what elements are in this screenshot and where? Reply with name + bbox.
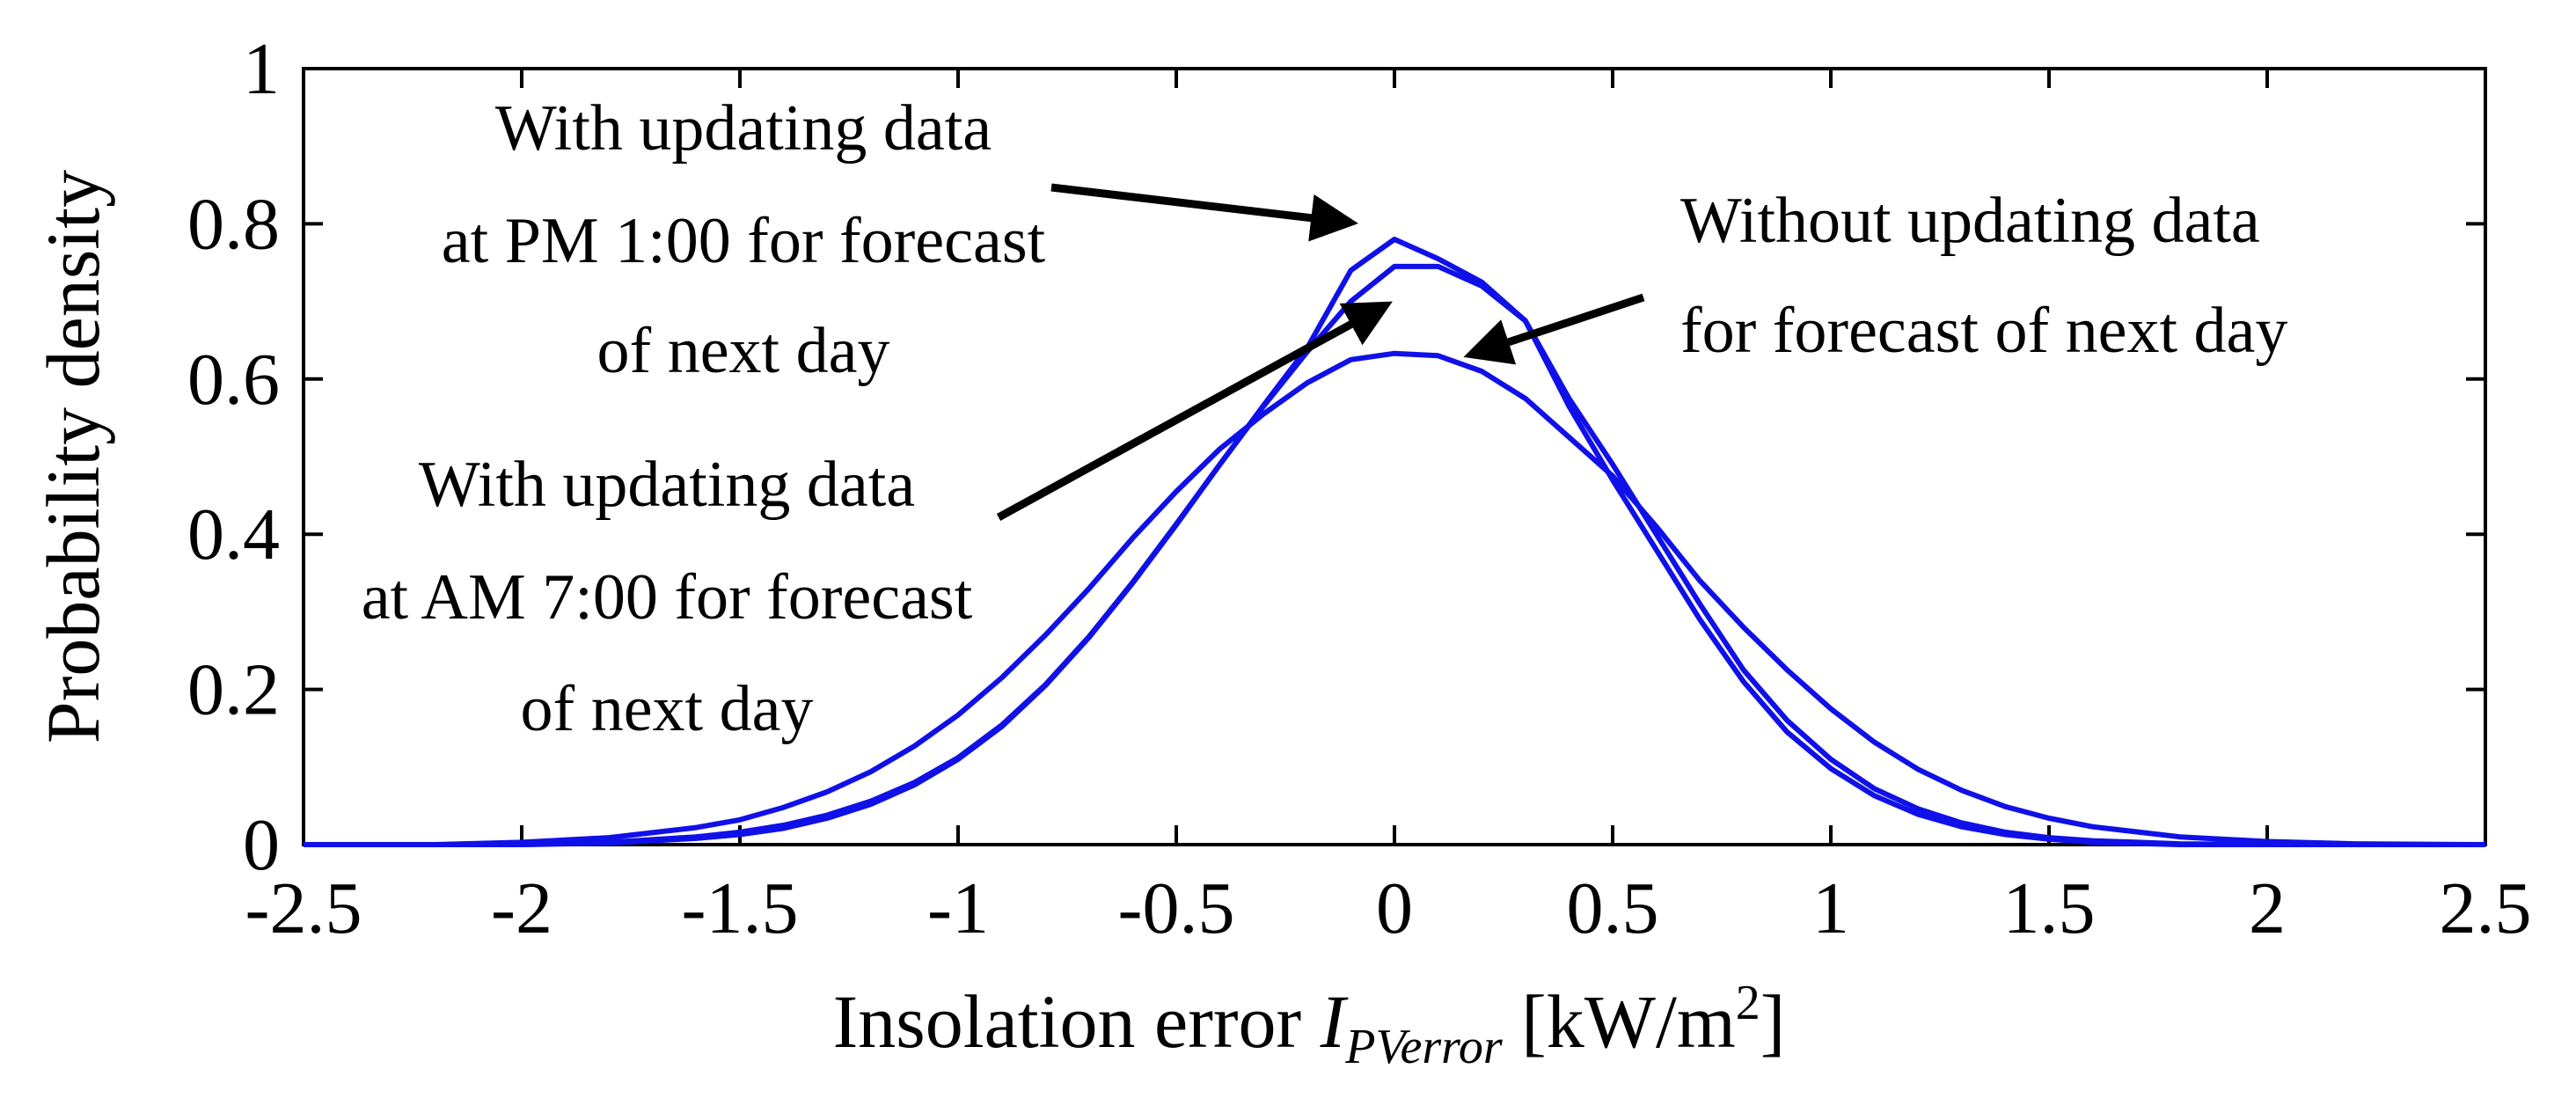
y-tick-label: 0.8 — [187, 183, 280, 265]
x-tick-label: -2.5 — [245, 867, 362, 949]
annotation-am-line-3: of next day — [521, 673, 814, 745]
y-tick-label: 0 — [243, 804, 280, 886]
series-line-1 — [304, 237, 2485, 847]
x-tick-label: 1.5 — [2003, 867, 2096, 949]
x-tick-label: 0.5 — [1567, 867, 1659, 949]
annotation-pm-line-2: at PM 1:00 for forecast — [442, 205, 1046, 277]
x-axis-ticks: -2.5 -2 -1.5 -1 -0.5 0 0.5 1 1.5 2 2.5 — [245, 69, 2532, 949]
annotation-pm-line-1: With updating data — [495, 92, 992, 165]
x-tick-label: 0 — [1376, 867, 1413, 949]
series-line-2 — [304, 263, 2485, 847]
series-lines — [304, 237, 2486, 847]
x-tick-label: 2.5 — [2440, 867, 2532, 949]
x-tick-label: -2 — [491, 867, 553, 949]
annotation-am-update: With updating data at AM 7:00 for foreca… — [362, 449, 973, 745]
annotation-no-update: Without updating data for forecast of ne… — [1680, 185, 2287, 367]
y-axis-ticks: 0 0.2 0.4 0.6 0.8 1 — [187, 28, 2485, 886]
x-tick-label: -1.5 — [682, 867, 799, 949]
arrow-no-update — [1463, 293, 1645, 365]
x-axis-title: Insolation error IPVerror [kW/m2] — [833, 976, 1786, 1074]
annotation-no-update-line-2: for forecast of next day — [1680, 295, 2287, 367]
y-tick-label: 1 — [243, 28, 280, 110]
annotation-no-update-line-1: Without updating data — [1680, 185, 2260, 257]
arrow-am-update — [996, 301, 1393, 521]
annotation-am-line-2: at AM 7:00 for forecast — [362, 561, 973, 633]
arrow-pm-update — [1050, 183, 1358, 242]
x-tick-label: 1 — [1812, 867, 1849, 949]
x-tick-label: -1 — [927, 867, 989, 949]
y-tick-label: 0.6 — [187, 339, 280, 421]
y-tick-label: 0.2 — [187, 649, 280, 731]
x-tick-label: 2 — [2249, 867, 2286, 949]
annotation-pm-line-3: of next day — [597, 315, 890, 387]
y-axis-title: Probability density — [31, 170, 115, 743]
annotation-pm-update: With updating data at PM 1:00 for foreca… — [442, 92, 1046, 387]
annotation-am-line-1: With updating data — [419, 449, 915, 521]
x-tick-label: -0.5 — [1118, 867, 1235, 949]
series-line-3 — [304, 350, 2486, 847]
y-tick-label: 0.4 — [187, 494, 280, 575]
